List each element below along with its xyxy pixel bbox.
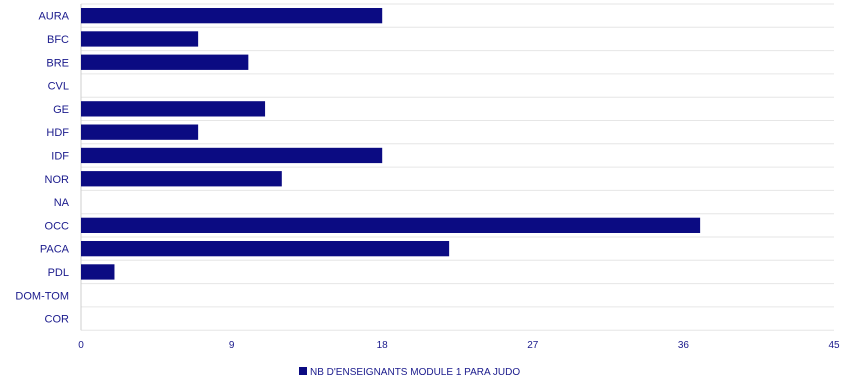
bar (81, 171, 282, 187)
legend-label: NB D'ENSEIGNANTS MODULE 1 PARA JUDO (310, 367, 520, 378)
bar (81, 124, 199, 140)
legend: NB D'ENSEIGNANTS MODULE 1 PARA JUDO (299, 367, 520, 378)
category-label: NOR (45, 174, 70, 186)
x-axis-ticks: 0 9 18 27 36 45 (78, 340, 840, 351)
category-label: HDF (46, 127, 69, 139)
bars (81, 8, 701, 280)
bar (81, 54, 249, 70)
category-label: NA (54, 197, 70, 209)
tick-label: 18 (377, 340, 389, 351)
category-label: CVL (48, 81, 69, 93)
bar (81, 147, 383, 164)
category-label: PDL (48, 267, 69, 279)
grid-lines (80, 3, 834, 331)
category-label: IDF (51, 150, 69, 162)
category-label: GE (53, 104, 69, 116)
category-label: PACA (40, 244, 70, 256)
tick-label: 27 (527, 340, 539, 351)
tick-label: 9 (229, 340, 235, 351)
bar (81, 101, 266, 117)
bar (81, 264, 115, 280)
bar (81, 31, 199, 47)
category-labels: AURA BFC BRE CVL GE HDF IDF NOR NA OCC PACA PDL DOM-… (15, 11, 69, 326)
category-label: DOM-TOM (15, 290, 69, 302)
bar (81, 217, 701, 233)
category-label: BFC (47, 34, 69, 46)
category-label: AURA (38, 11, 69, 23)
bar (81, 241, 450, 257)
bar (81, 8, 383, 24)
category-label: OCC (45, 220, 70, 232)
category-label: COR (45, 314, 70, 326)
tick-label: 36 (678, 340, 690, 351)
tick-label: 45 (828, 340, 840, 351)
tick-label: 0 (78, 340, 84, 351)
category-label: BRE (46, 57, 69, 69)
legend-swatch (299, 367, 307, 375)
